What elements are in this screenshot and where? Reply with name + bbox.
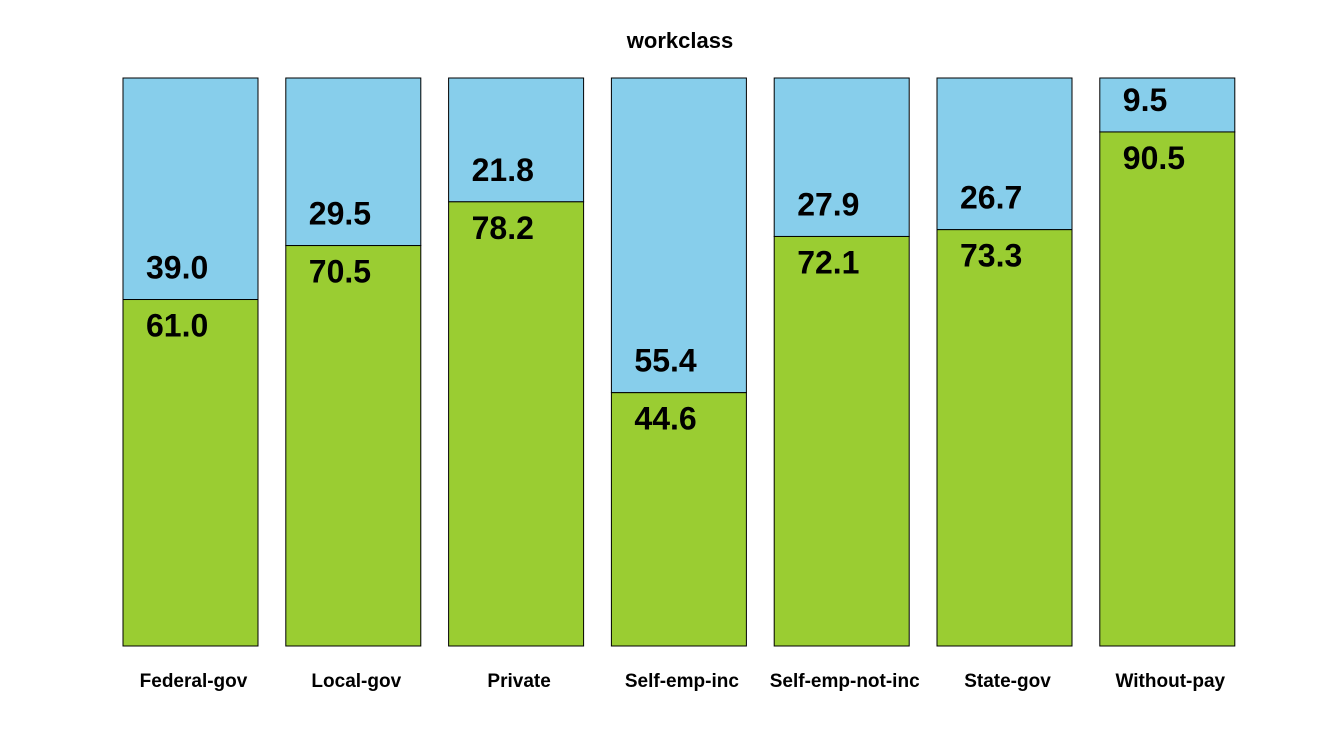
value-label-upper-6: 9.5: [1123, 82, 1167, 118]
value-labels-layer: 39.0 61.0 29.5 70.5 21.8 78.2 55.4 44.6 27.9 72.1…: [146, 82, 1185, 437]
category-label-6: Without-pay: [1116, 671, 1226, 692]
bar-segment-lower-4: [773, 235, 910, 647]
category-label-5: State-gov: [964, 671, 1051, 692]
value-label-lower-5: 73.3: [960, 238, 1022, 274]
bar-segment-lower-3: [610, 392, 747, 647]
value-label-lower-2: 78.2: [472, 210, 534, 246]
value-label-lower-3: 44.6: [634, 401, 696, 437]
bar-segment-upper-0: [122, 77, 259, 301]
category-label-4: Self-emp-not-inc: [770, 671, 920, 692]
bars-layer: [122, 77, 1236, 647]
value-label-upper-3: 55.4: [634, 343, 696, 379]
value-label-upper-2: 21.8: [472, 152, 534, 188]
bar-segment-lower-5: [936, 229, 1073, 647]
bar-segment-upper-3: [610, 77, 747, 394]
chart-title: workclass: [626, 28, 733, 53]
value-label-upper-4: 27.9: [797, 186, 859, 222]
bar-segment-upper-2: [448, 77, 585, 203]
value-label-lower-0: 61.0: [146, 308, 208, 344]
value-label-lower-6: 90.5: [1123, 140, 1185, 176]
value-label-lower-4: 72.1: [797, 244, 859, 280]
value-label-upper-0: 39.0: [146, 250, 208, 286]
category-label-0: Federal-gov: [140, 671, 248, 692]
value-label-lower-1: 70.5: [309, 254, 371, 290]
bar-segment-lower-6: [1099, 131, 1236, 647]
value-label-upper-5: 26.7: [960, 180, 1022, 216]
bar-segment-lower-2: [448, 201, 585, 647]
category-label-3: Self-emp-inc: [625, 671, 739, 692]
value-label-upper-1: 29.5: [309, 196, 371, 232]
category-label-1: Local-gov: [311, 671, 401, 692]
bar-segment-lower-0: [122, 299, 259, 647]
category-labels-layer: Federal-gov Local-gov Private Self-emp-inc S…: [140, 671, 1226, 692]
bar-segment-upper-1: [285, 77, 422, 247]
bar-segment-lower-1: [285, 245, 422, 647]
bar-segment-upper-5: [936, 77, 1073, 231]
bar-segment-upper-6: [1099, 77, 1236, 133]
category-label-2: Private: [487, 671, 550, 692]
